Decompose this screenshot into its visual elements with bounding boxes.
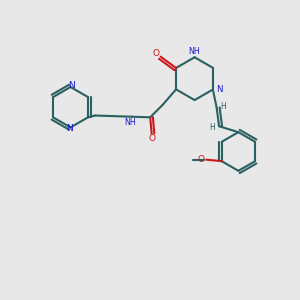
- Text: N: N: [216, 85, 223, 94]
- Text: H: H: [220, 102, 226, 111]
- Text: H: H: [210, 123, 215, 132]
- Text: NH: NH: [189, 47, 200, 56]
- Text: O: O: [153, 49, 160, 58]
- Text: O: O: [198, 155, 205, 164]
- Text: NH: NH: [124, 118, 136, 127]
- Text: N: N: [66, 124, 73, 134]
- Text: O: O: [148, 134, 155, 143]
- Text: N: N: [68, 81, 74, 90]
